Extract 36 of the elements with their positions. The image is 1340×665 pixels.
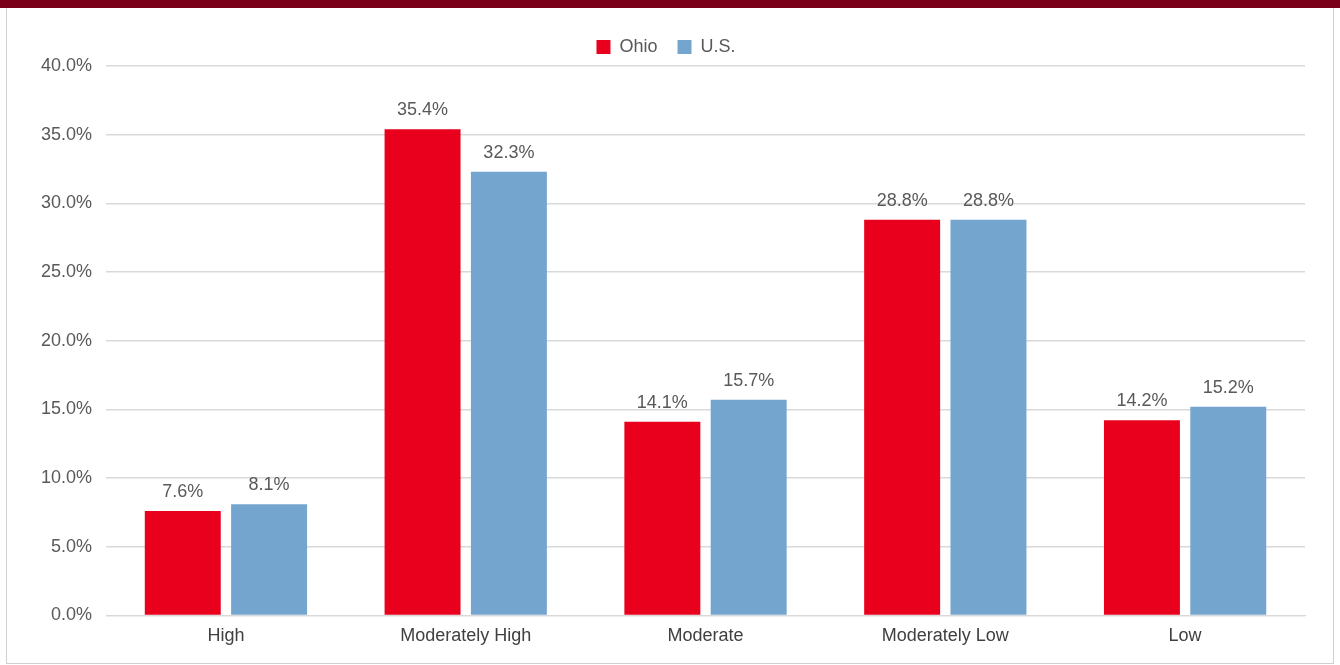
y-tick-label: 10.0% xyxy=(40,467,93,488)
x-tick-label: Moderately High xyxy=(400,625,532,646)
y-tick-label: 15.0% xyxy=(40,398,93,419)
data-label: 14.2% xyxy=(1116,390,1168,411)
y-tick-label: 25.0% xyxy=(40,260,93,281)
data-label: 28.8% xyxy=(962,189,1014,210)
x-tick-label: High xyxy=(207,625,245,646)
legend-label: Ohio xyxy=(619,35,658,56)
data-label: 15.2% xyxy=(1202,376,1254,397)
y-tick-label: 30.0% xyxy=(40,192,93,213)
data-label: 32.3% xyxy=(483,141,535,162)
x-tick-label: Low xyxy=(1168,625,1203,646)
bar xyxy=(231,504,308,615)
data-label: 15.7% xyxy=(723,369,775,390)
y-tick-label: 20.0% xyxy=(40,329,93,350)
bar xyxy=(624,421,701,615)
bar xyxy=(144,511,221,615)
x-tick-label: Moderate xyxy=(667,625,744,646)
data-label: 28.8% xyxy=(876,189,928,210)
y-tick-label: 40.0% xyxy=(40,54,93,75)
bar xyxy=(1103,420,1180,615)
y-tick-label: 5.0% xyxy=(51,535,93,556)
bar xyxy=(470,171,547,615)
data-label: 8.1% xyxy=(248,474,290,495)
data-label: 35.4% xyxy=(397,99,449,120)
bar xyxy=(384,129,461,615)
data-label: 14.1% xyxy=(636,391,688,412)
data-label: 7.6% xyxy=(162,480,204,501)
bar xyxy=(710,399,787,615)
y-tick-label: 0.0% xyxy=(51,604,93,625)
bar xyxy=(1190,406,1267,615)
y-tick-label: 35.0% xyxy=(40,123,93,144)
legend-label: U.S. xyxy=(700,35,736,56)
x-tick-label: Moderately Low xyxy=(881,625,1010,646)
bar xyxy=(950,219,1027,615)
bar xyxy=(864,219,941,615)
